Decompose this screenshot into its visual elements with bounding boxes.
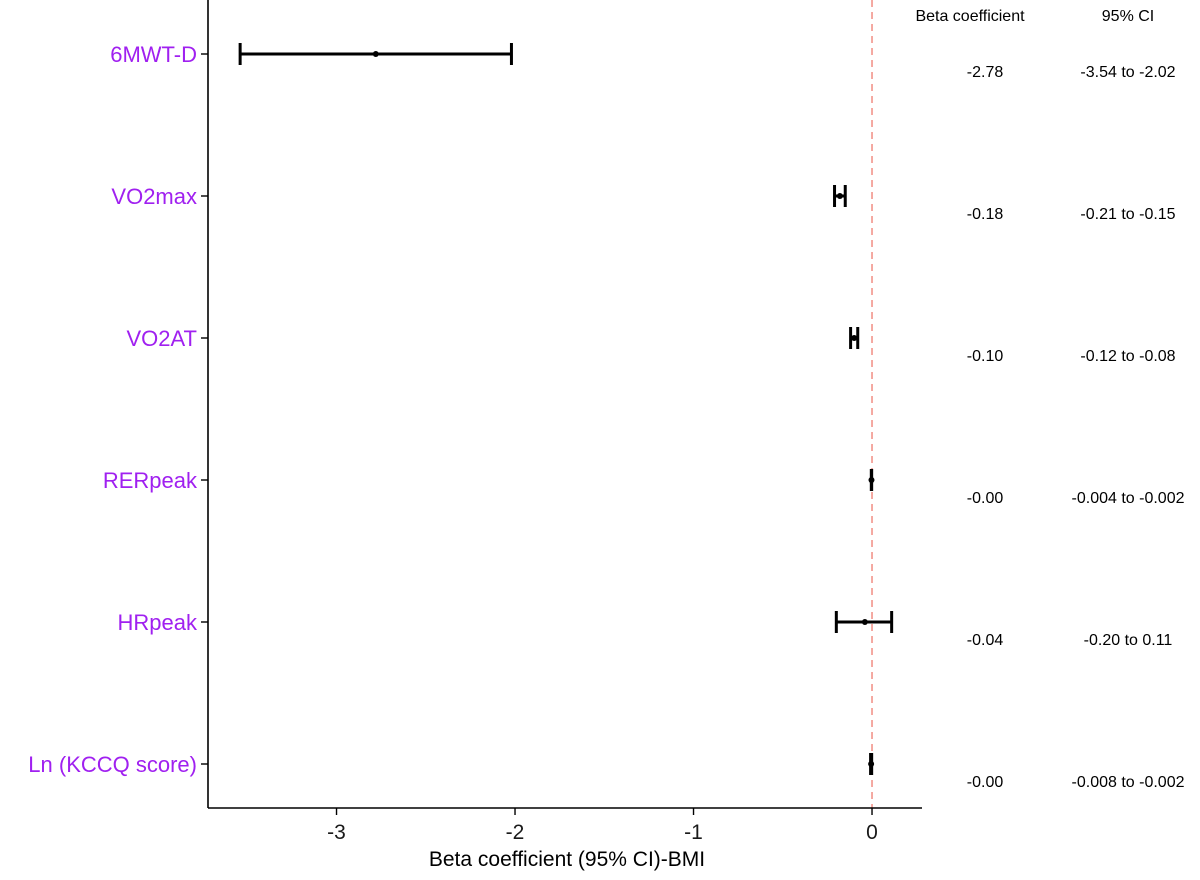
- category-label: RERpeak: [103, 468, 198, 493]
- beta-column-header: Beta coefficient: [915, 8, 1025, 25]
- x-tick-label: 0: [866, 821, 878, 844]
- point-estimate: [851, 335, 858, 341]
- x-axis-title: Beta coefficient (95% CI)-BMI: [429, 848, 705, 871]
- category-label: VO2max: [111, 184, 197, 209]
- ci-value: -0.12 to -0.08: [1080, 348, 1175, 365]
- ci-value: -0.004 to -0.002: [1072, 490, 1185, 507]
- beta-value: -0.10: [967, 348, 1004, 365]
- ci-value: -0.20 to 0.11: [1084, 632, 1173, 649]
- category-label: 6MWT-D: [110, 42, 197, 67]
- x-tick-label: -1: [684, 821, 703, 844]
- point-estimate: [372, 51, 379, 57]
- ci-value: -3.54 to -2.02: [1080, 64, 1175, 81]
- point-estimate: [861, 619, 868, 625]
- beta-value: -0.00: [967, 774, 1004, 791]
- category-label: HRpeak: [118, 610, 198, 635]
- beta-value: -0.04: [967, 632, 1004, 649]
- ci-value: -0.008 to -0.002: [1072, 774, 1185, 791]
- beta-value: -0.18: [967, 206, 1004, 223]
- ci-column-header: 95% CI: [1102, 8, 1154, 25]
- point-estimate: [868, 477, 875, 483]
- beta-value: -2.78: [967, 64, 1004, 81]
- category-label: VO2AT: [126, 326, 197, 351]
- point-estimate: [868, 761, 875, 767]
- x-tick-label: -3: [327, 821, 346, 844]
- x-tick-label: -2: [506, 821, 525, 844]
- category-label: Ln (KCCQ score): [28, 752, 197, 777]
- beta-value: -0.00: [967, 490, 1004, 507]
- ci-value: -0.21 to -0.15: [1080, 206, 1175, 223]
- point-estimate: [836, 193, 843, 199]
